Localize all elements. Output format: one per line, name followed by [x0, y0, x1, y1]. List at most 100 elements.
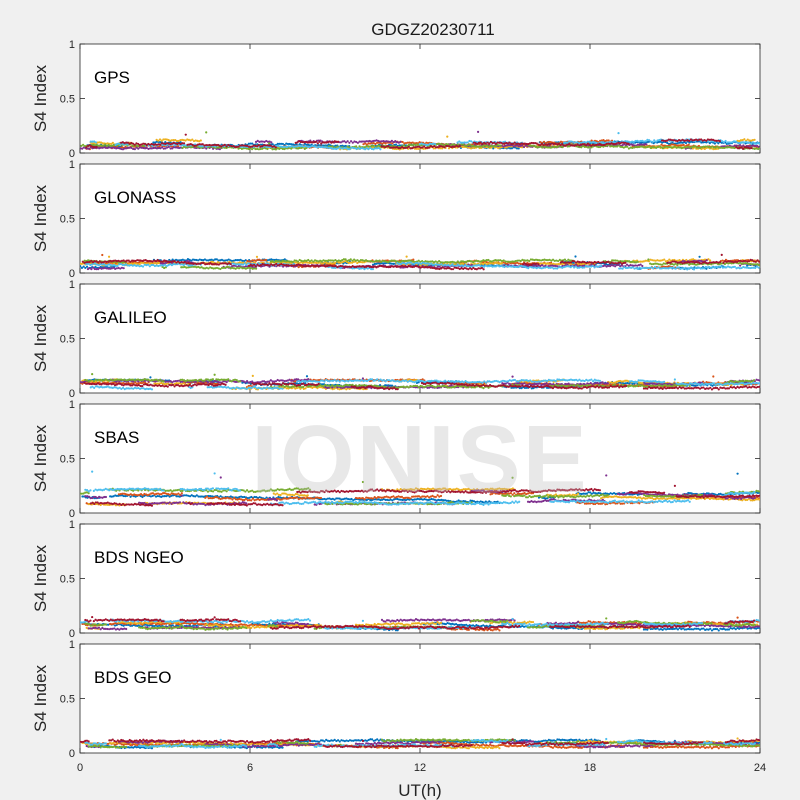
data-point: [319, 145, 322, 149]
data-point: [708, 261, 711, 264]
panel-0-ytick-label: 0: [69, 148, 75, 160]
data-point: [197, 265, 200, 269]
data-point: [344, 258, 347, 261]
data-point: [349, 261, 352, 264]
data-point: [104, 146, 108, 149]
data-point: [627, 142, 630, 145]
data-point: [294, 380, 297, 383]
data-point: [501, 142, 504, 145]
data-point: [222, 262, 226, 265]
data-point: [461, 260, 465, 263]
data-point: [563, 141, 566, 144]
data-point: [621, 145, 624, 149]
data-point: [83, 261, 86, 264]
data-point: [726, 265, 730, 268]
data-point: [378, 145, 382, 148]
data-point: [653, 139, 656, 142]
data-point: [157, 139, 160, 142]
data-point: [171, 260, 175, 263]
data-point: [385, 384, 388, 387]
data-point: [325, 261, 328, 265]
data-point: [296, 141, 299, 144]
data-point: [596, 143, 600, 146]
data-point: [542, 144, 545, 147]
data-point: [257, 148, 261, 151]
data-point: [694, 266, 697, 269]
data-point: [200, 266, 203, 269]
data-point: [204, 263, 207, 266]
data-point: [303, 259, 306, 262]
data-point: [520, 142, 523, 145]
data-point: [208, 258, 212, 261]
data-point: [121, 263, 124, 266]
data-point: [176, 260, 180, 263]
data-point: [381, 142, 384, 145]
data-point: [173, 260, 176, 263]
data-point: [617, 144, 620, 147]
data-point: [321, 264, 324, 267]
data-point: [440, 145, 443, 148]
data-point: [260, 140, 263, 143]
data-point: [358, 147, 362, 150]
data-point: [680, 144, 684, 147]
data-point: [536, 258, 539, 262]
data-point: [583, 266, 586, 269]
data-point: [258, 264, 261, 267]
data-point: [494, 265, 498, 268]
data-point: [686, 139, 689, 142]
data-point: [150, 142, 153, 146]
data-point: [697, 146, 700, 149]
data-point: [207, 262, 210, 265]
data-point: [691, 139, 694, 142]
data-point: [535, 142, 538, 145]
data-point: [436, 146, 439, 149]
data-point: [547, 262, 550, 265]
data-point: [586, 142, 589, 145]
data-point: [637, 140, 641, 143]
data-point: [628, 260, 631, 263]
data-point: [700, 141, 703, 144]
data-point: [141, 259, 144, 263]
data-point: [376, 141, 379, 144]
data-point: [103, 146, 106, 149]
data-point: [108, 259, 112, 262]
data-point: [97, 144, 100, 147]
data-point: [109, 144, 112, 148]
data-point: [202, 267, 205, 270]
data-point: [600, 143, 603, 146]
data-point: [612, 259, 615, 262]
data-point: [298, 146, 301, 150]
data-point: [162, 264, 165, 267]
data-point: [140, 146, 143, 149]
data-point: [164, 263, 167, 266]
data-point: [690, 260, 693, 263]
data-point: [387, 265, 390, 268]
data-point: [421, 146, 424, 149]
data-point: [569, 140, 573, 143]
data-point: [435, 263, 438, 266]
data-point: [694, 384, 697, 387]
data-point: [652, 262, 655, 266]
data-point: [503, 265, 506, 269]
data-point: [679, 141, 683, 144]
data-point: [174, 139, 177, 142]
data-point: [503, 142, 506, 145]
data-point: [237, 267, 241, 270]
data-point: [465, 144, 468, 148]
data-point: [212, 263, 215, 266]
data-point: [406, 261, 409, 265]
data-point: [309, 145, 312, 148]
data-point: [170, 260, 173, 263]
data-point: [90, 145, 93, 148]
data-point: [757, 263, 760, 267]
data-point: [298, 263, 302, 267]
data-point: [370, 147, 373, 151]
data-point: [340, 147, 343, 150]
data-point: [751, 138, 754, 142]
data-point: [373, 262, 376, 266]
data-point: [619, 267, 623, 270]
data-point: [323, 261, 327, 264]
data-point: [402, 259, 405, 263]
data-point: [634, 145, 637, 148]
data-point: [126, 146, 130, 149]
